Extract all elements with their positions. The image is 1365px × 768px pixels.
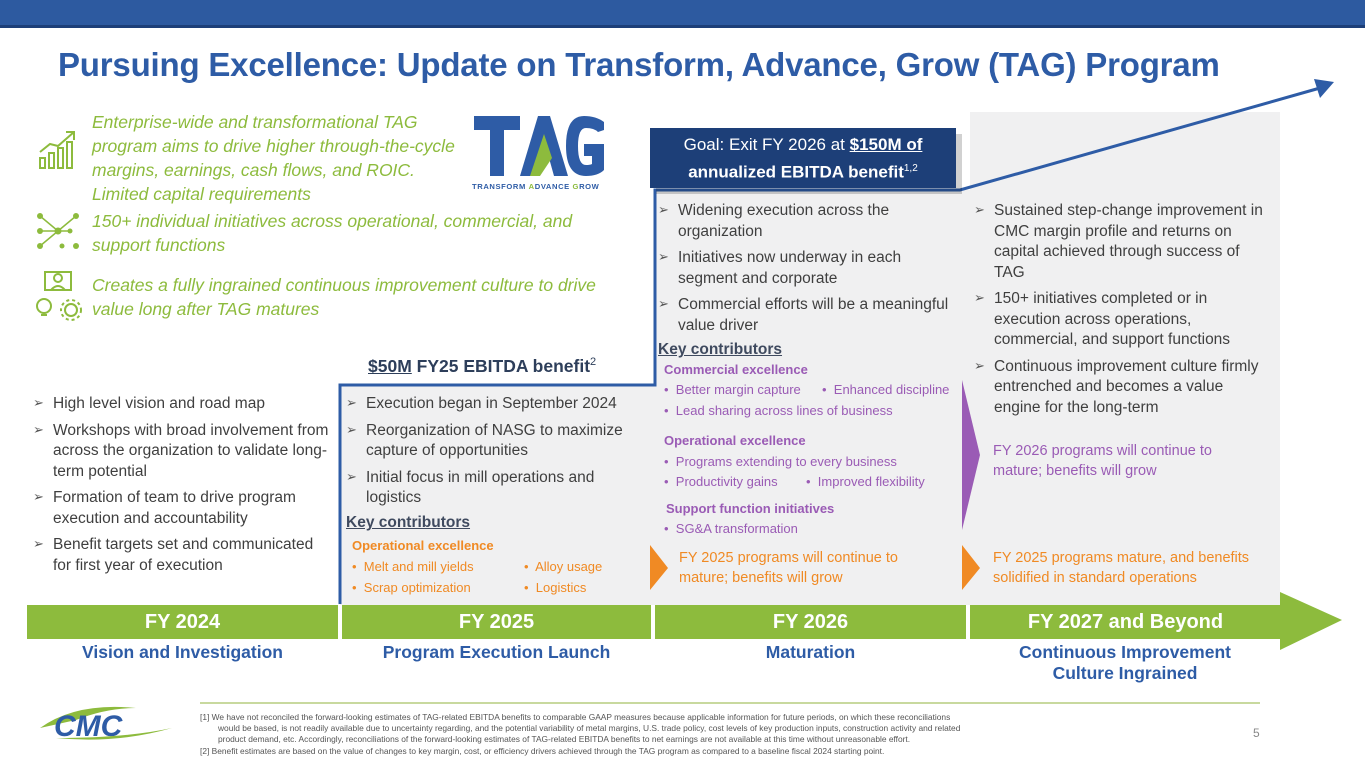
footnote-2: [2] Benefit estimates are based on the v… bbox=[200, 746, 885, 756]
timeline-fy2025: FY 2025 bbox=[342, 605, 651, 639]
footer-divider bbox=[200, 702, 1260, 704]
list-item: Initiatives now underway in each segment… bbox=[658, 248, 958, 289]
tag-tagline: TRANSFORM ADVANCE GROW bbox=[472, 182, 600, 191]
list-item: Formation of team to drive program execu… bbox=[33, 488, 333, 529]
timeline-fy2026: FY 2026 bbox=[655, 605, 966, 639]
list-item: Widening execution across the organizati… bbox=[658, 201, 958, 242]
fy2026-operational-head: Operational excellence bbox=[664, 433, 806, 448]
phase-label: Program Execution Launch bbox=[382, 642, 611, 662]
fy2026-bullets: Widening execution across the organizati… bbox=[658, 201, 958, 342]
fy2026-item: • Programs extending to every business bbox=[664, 454, 897, 469]
fy2026-support-head: Support function initiatives bbox=[666, 501, 835, 516]
list-item: 150+ initiatives completed or in executi… bbox=[974, 289, 1274, 351]
fy2025-key-contributors: Key contributors bbox=[346, 514, 471, 531]
fy2027-purple-note: FY 2026 programs will continue to mature… bbox=[993, 443, 1212, 479]
timeline-fy2024: FY 2024 bbox=[27, 605, 338, 639]
fy2026-item: • Better margin capture bbox=[664, 382, 801, 397]
list-item: Benefit targets set and communicated for… bbox=[33, 535, 333, 576]
fy2025-bullets: Execution began in September 2024 Reorga… bbox=[346, 394, 652, 515]
fy2026-item: • Lead sharing across lines of business bbox=[664, 403, 893, 418]
cmc-logo: CMC bbox=[40, 706, 172, 743]
fy2026-item: • SG&A transformation bbox=[664, 521, 798, 536]
fy2025-operational-head: Operational excellence bbox=[352, 538, 494, 553]
fy2027-orange-note: FY 2025 programs mature, and benefits so… bbox=[993, 550, 1250, 586]
phase-label: Continuous Improvement Culture Ingrained bbox=[1019, 642, 1231, 683]
fy2026-item: • Productivity gains bbox=[664, 474, 778, 489]
page-number: 5 bbox=[1253, 726, 1260, 740]
list-item: High level vision and road map bbox=[33, 394, 333, 415]
list-item: Continuous improvement culture firmly en… bbox=[974, 357, 1274, 419]
fy2025-item: • Logistics bbox=[524, 580, 587, 595]
fy2026-item: • Improved flexibility bbox=[806, 474, 925, 489]
top-banner bbox=[0, 0, 1365, 28]
fy2026-commercial-head: Commercial excellence bbox=[664, 362, 808, 377]
fy2024-bullets: High level vision and road map Workshops… bbox=[33, 394, 333, 582]
phase-label: Maturation bbox=[765, 642, 856, 662]
footnote-1: [1] We have not reconciled the forward-l… bbox=[200, 712, 951, 722]
timeline-fy2027: FY 2027 and Beyond bbox=[970, 605, 1281, 639]
list-item: Initial focus in mill operations and log… bbox=[346, 468, 652, 509]
fy2027-bullets: Sustained step-change improvement in CMC… bbox=[974, 201, 1274, 424]
fy2026-item: • Enhanced discipline bbox=[822, 382, 950, 397]
goal-callout: Goal: Exit FY 2026 at $150M of annualize… bbox=[650, 128, 956, 188]
list-item: Reorganization of NASG to maximize captu… bbox=[346, 421, 652, 462]
fy2025-item: • Melt and mill yields bbox=[352, 559, 474, 574]
intro-text-1: Enterprise-wide and transformational TAG… bbox=[92, 112, 455, 204]
network-nodes-icon bbox=[37, 213, 79, 249]
list-item: Commercial efforts will be a meaningful … bbox=[658, 295, 958, 336]
intro-text-3: Creates a fully ingrained continuous imp… bbox=[92, 275, 596, 319]
fy2025-item: • Scrap optimization bbox=[352, 580, 471, 595]
footnote-1-cont: would be based, is not readily available… bbox=[218, 723, 961, 733]
phase-label: Vision and Investigation bbox=[82, 642, 283, 662]
tag-logo bbox=[474, 116, 604, 176]
fy2025-item: • Alloy usage bbox=[524, 559, 603, 574]
people-ideas-icon bbox=[36, 271, 82, 321]
list-item: Workshops with broad involvement from ac… bbox=[33, 421, 333, 483]
page-title: Pursuing Excellence: Update on Transform… bbox=[58, 46, 1220, 83]
growth-chart-icon bbox=[39, 131, 75, 169]
footnote-1-cont: product demand, etc. Accordingly, reconc… bbox=[218, 734, 911, 744]
intro-text-2: 150+ individual initiatives across opera… bbox=[92, 211, 573, 255]
fy2026-key-contributors: Key contributors bbox=[658, 341, 783, 358]
list-item: Execution began in September 2024 bbox=[346, 394, 652, 415]
list-item: Sustained step-change improvement in CMC… bbox=[974, 201, 1274, 283]
fy25-benefit-label: $50M FY25 EBITDA benefit2 bbox=[368, 356, 597, 376]
fy2026-orange-note: FY 2025 programs will continue to mature… bbox=[679, 550, 898, 586]
